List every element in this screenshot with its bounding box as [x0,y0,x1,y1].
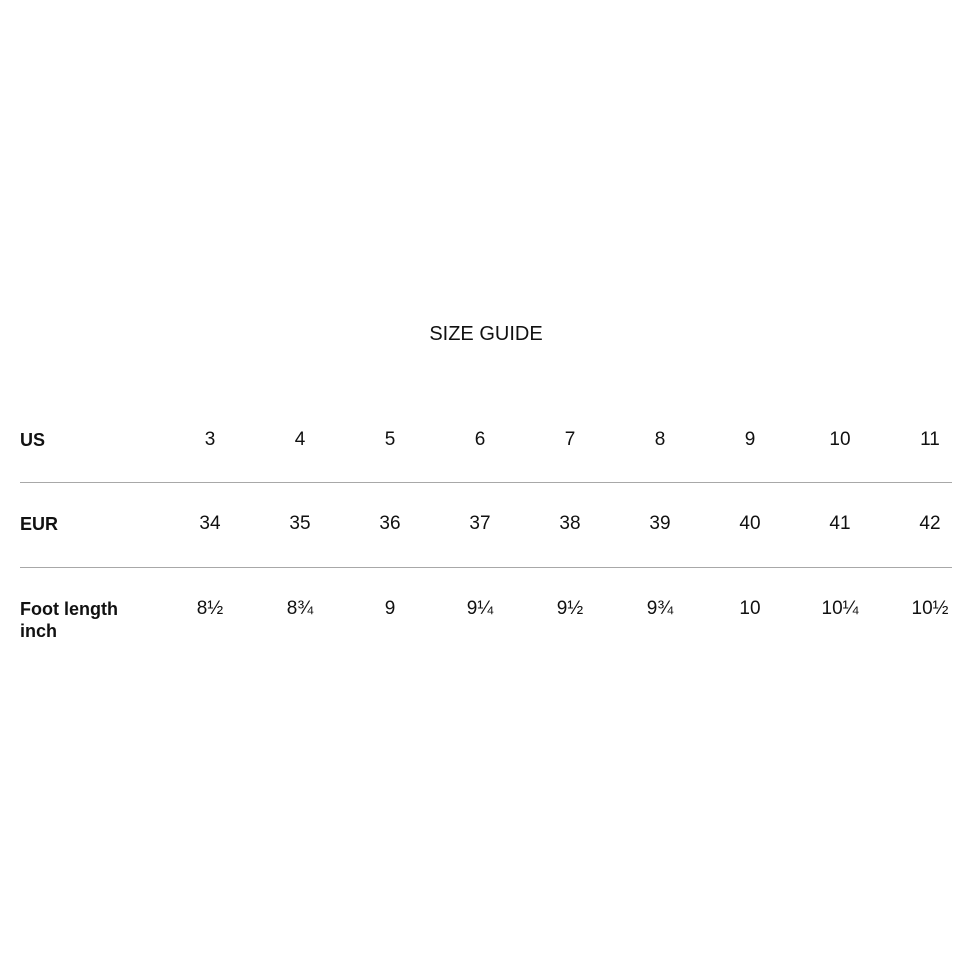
table-cell: 3 [204,429,216,450]
table-cell: 40 [739,513,761,534]
table-cell: 8 [654,429,666,450]
table-cell: 7 [564,429,576,450]
table-cell: 39 [649,513,671,534]
table-cell: 34 [199,513,221,534]
table-cell: 9¾ [646,598,674,619]
table-row-eur: EUR 34 35 36 37 38 39 40 41 42 [0,513,972,537]
table-cell: 42 [919,513,941,534]
table-cell: 9½ [556,598,584,619]
table-cell: 10¼ [821,598,859,619]
table-cell: 10 [829,429,851,450]
table-cell: 38 [559,513,581,534]
divider [20,567,952,568]
table-cell: 9¼ [466,598,494,619]
table-cell: 10 [739,598,761,619]
table-cell: 11 [920,429,940,450]
table-cell: 10½ [911,598,949,619]
table-cell: 35 [289,513,311,534]
table-cell: 37 [469,513,491,534]
page-title: SIZE GUIDE [429,323,543,345]
table-cell: 6 [474,429,486,450]
row-label: US [20,430,46,450]
table-cell: 9 [384,598,396,619]
table-cell: 9 [744,429,756,450]
table-cell: 5 [384,429,396,450]
table-row-us: US 3 4 5 6 7 8 9 10 11 [0,429,972,453]
row-label: Foot length inch [20,599,118,641]
table-cell: 8½ [196,598,224,619]
divider [20,482,952,483]
table-row-foot-length: Foot length inch 8½ 8¾ 9 9¼ 9½ 9¾ 10 10¼ 10½ [0,598,972,641]
table-cell: 36 [379,513,401,534]
row-label: EUR [20,514,59,534]
table-cell: 8¾ [286,598,314,619]
table-cell: 4 [294,429,306,450]
table-cell: 41 [829,513,851,534]
